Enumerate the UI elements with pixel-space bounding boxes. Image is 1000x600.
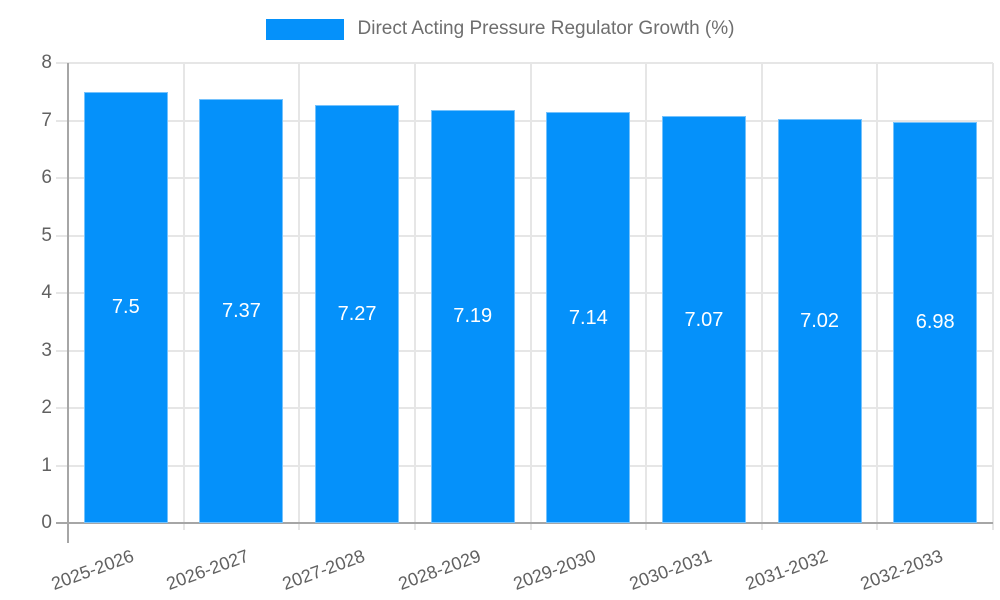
bar xyxy=(83,91,168,523)
bar-value-label: 7.19 xyxy=(453,305,493,328)
y-axis-tick-label: 6 xyxy=(41,167,52,188)
y-axis-tick-label: 5 xyxy=(41,224,52,246)
bar-value-label: 7.27 xyxy=(337,302,377,325)
y-axis-tick-label: 4 xyxy=(41,282,52,303)
x-axis-line xyxy=(56,522,993,524)
bar xyxy=(777,119,862,523)
y-axis-tick-label: 3 xyxy=(41,339,52,361)
y-axis-tick-label: 0 xyxy=(41,512,52,533)
x-tick-mark xyxy=(992,523,994,530)
y-axis-tick-label: 2 xyxy=(41,397,52,418)
y-axis-tick-label: 8 xyxy=(41,52,52,73)
y-axis-tick-label: 7 xyxy=(41,109,52,131)
bar-value-label: 7.14 xyxy=(568,306,608,329)
bar-value-label: 7.37 xyxy=(221,300,261,323)
bar-value-label: 7.5 xyxy=(111,296,140,319)
bar xyxy=(661,116,746,523)
y-axis-line xyxy=(67,63,69,543)
legend-swatch xyxy=(265,18,344,40)
x-tick-mark xyxy=(529,523,532,530)
bar-value-label: 6.98 xyxy=(915,311,955,334)
x-gridline xyxy=(876,63,879,523)
x-gridline xyxy=(182,63,185,523)
bar-value-label: 7.07 xyxy=(684,308,724,331)
bar xyxy=(893,121,978,523)
x-gridline xyxy=(992,63,994,523)
bar xyxy=(199,99,284,523)
x-gridline xyxy=(760,63,763,523)
y-tick-mark xyxy=(56,464,68,467)
y-tick-mark xyxy=(56,292,68,294)
y-tick-mark xyxy=(56,62,68,64)
legend: Direct Acting Pressure Regulator Growth … xyxy=(0,18,1000,40)
x-tick-mark xyxy=(876,523,879,530)
bar xyxy=(430,109,515,523)
x-tick-mark xyxy=(645,523,648,530)
y-tick-mark xyxy=(56,407,68,409)
y-tick-mark xyxy=(56,119,68,122)
legend-label: Direct Acting Pressure Regulator Growth … xyxy=(357,18,735,39)
x-tick-mark xyxy=(760,523,763,530)
x-tick-mark xyxy=(298,523,301,530)
y-tick-mark xyxy=(56,349,68,352)
y-axis-tick-label: 1 xyxy=(41,454,52,476)
x-gridline xyxy=(298,63,301,523)
bar xyxy=(546,112,631,523)
x-tick-mark xyxy=(413,523,416,530)
y-tick-mark xyxy=(56,234,68,237)
bar-value-label: 7.02 xyxy=(800,310,840,333)
x-tick-mark xyxy=(182,523,185,530)
bar xyxy=(315,104,400,523)
x-gridline xyxy=(645,63,648,523)
x-gridline xyxy=(413,63,416,523)
x-gridline xyxy=(529,63,532,523)
y-tick-mark xyxy=(56,177,68,179)
